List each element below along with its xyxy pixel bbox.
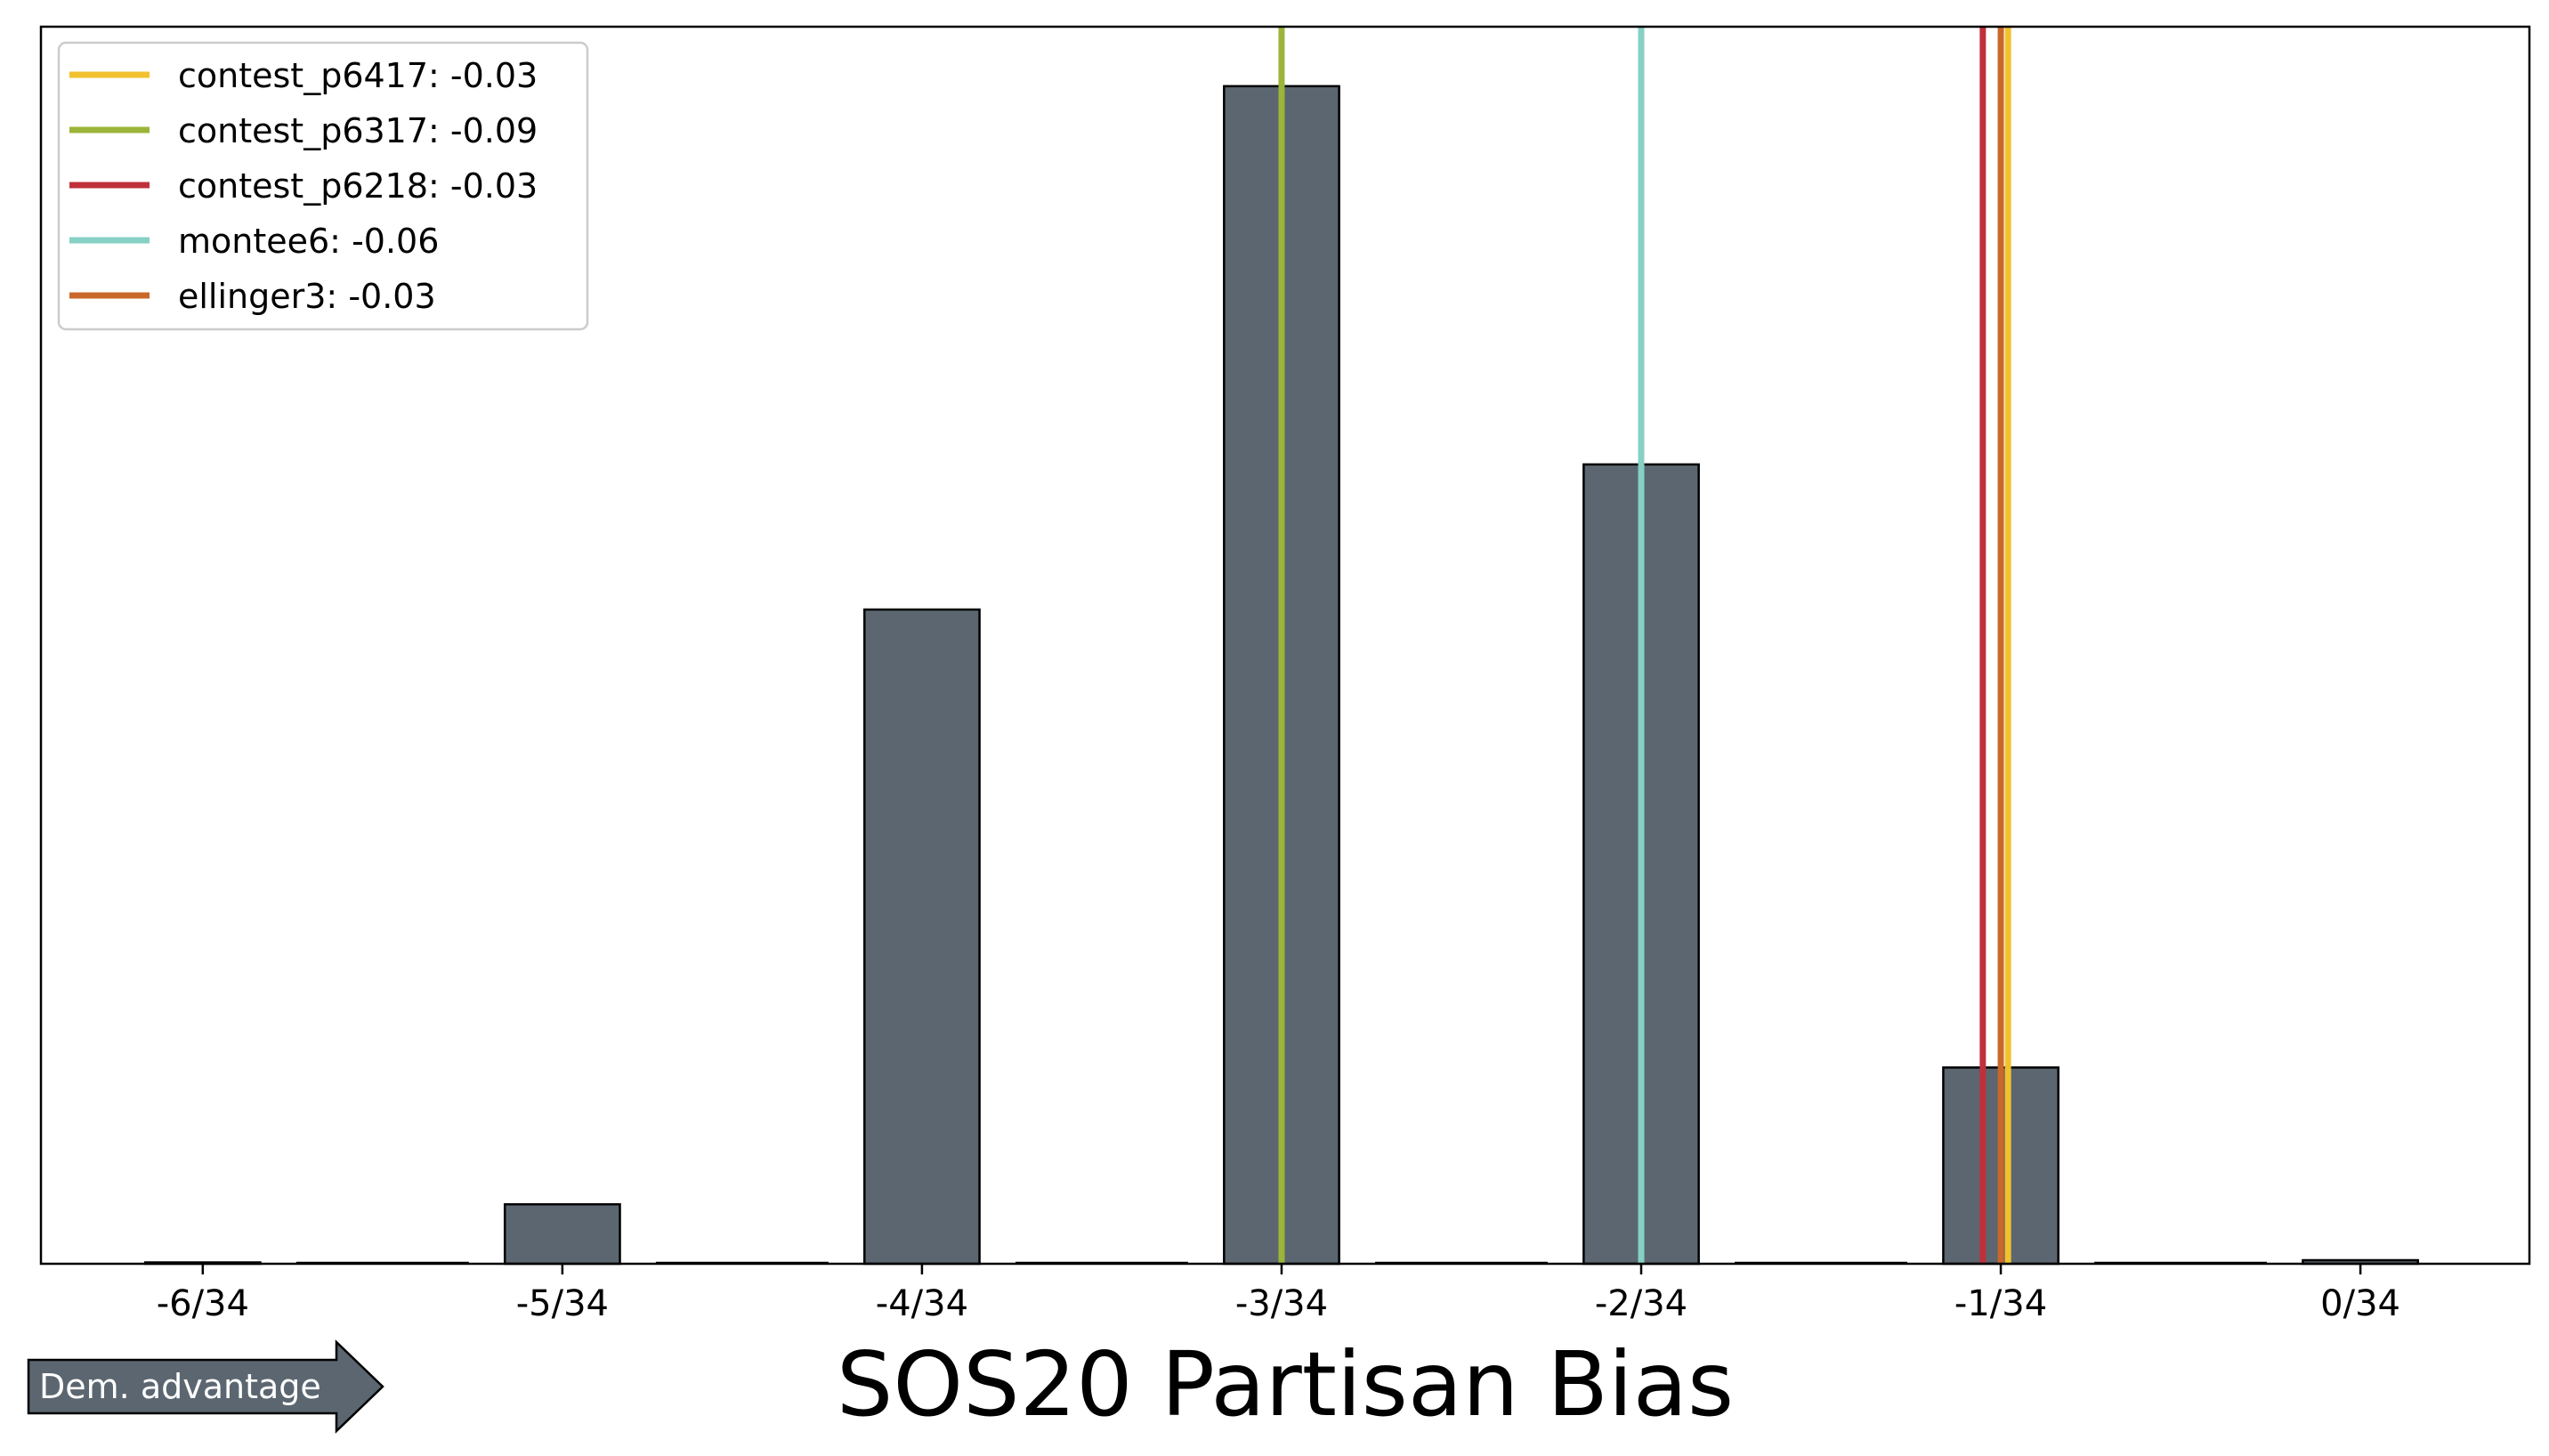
x-tick-label-3: -3/34 [1235,1283,1328,1324]
arrow-label: Dem. advantage [39,1367,321,1406]
legend-label-contest_p6317: contest_p6317: -0.09 [178,111,538,150]
x-tick-label-6: 0/34 [2320,1283,2400,1324]
reference-lines-layer [1278,27,2011,1264]
x-tick-label-2: -4/34 [876,1283,968,1324]
legend-label-contest_p6218: contest_p6218: -0.03 [178,166,538,206]
legend-label-montee6: montee6: -0.06 [178,222,439,261]
dem-advantage-arrow: Dem. advantage [27,1339,384,1434]
legend-entries: contest_p6417: -0.03 contest_p6317: -0.09… [69,56,538,316]
x-tick-label-5: -1/34 [1954,1283,2047,1324]
legend-label-ellinger3: ellinger3: -0.03 [178,277,436,316]
bars-layer [143,85,2419,1266]
legend-box [57,41,589,331]
legend: contest_p6417: -0.03 contest_p6317: -0.09… [57,41,589,331]
x-tick-label-4: -2/34 [1595,1283,1687,1324]
bar-2 [863,608,981,1266]
legend-label-contest_p6417: contest_p6417: -0.03 [178,56,538,95]
bar-1 [503,1202,621,1266]
plot-frame [39,25,2531,1266]
x-axis-ticks: -6/34 -5/34 -4/34 -3/34 -2/34 -1/34 0/34 [157,1264,2400,1324]
arrow-shape [27,1339,384,1434]
x-axis-label: SOS20 Partisan Bias [837,1332,1734,1436]
x-tick-label-0: -6/34 [157,1283,249,1324]
x-tick-label-1: -5/34 [516,1283,609,1324]
